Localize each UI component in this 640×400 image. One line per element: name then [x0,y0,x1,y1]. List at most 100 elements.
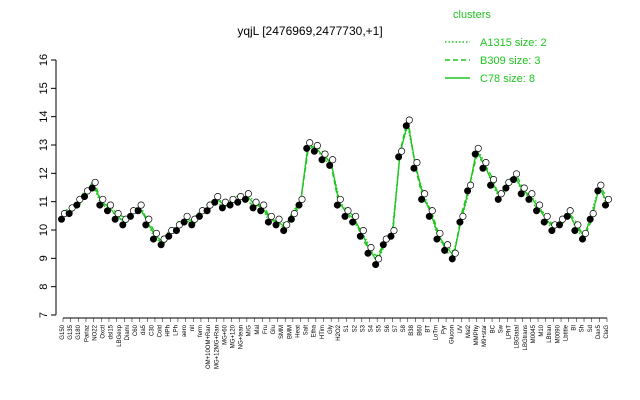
x-tick-label: B60 [417,324,423,335]
data-point [467,181,475,189]
data-point [114,210,122,218]
data-point [540,218,548,226]
legend-title: clusters [453,9,491,21]
data-point [390,227,398,235]
x-tick-label: LPhT [507,325,513,340]
data-point [581,229,590,237]
data-point [106,201,115,209]
data-point [359,227,367,235]
data-point [73,201,81,209]
data-point [497,190,505,198]
y-tick-label: 11 [38,196,50,207]
x-tick-label: G150 [60,324,66,339]
data-point [533,207,541,215]
x-tick-label: M0045 [531,324,537,343]
x-tick-label: M10 [539,324,545,336]
data-point [152,229,160,237]
data-point [543,212,551,220]
data-point [119,221,127,229]
x-tick-label: da5 [141,324,147,335]
data-point [218,204,226,212]
x-tick-label: Fru [263,325,269,334]
data-point [425,212,433,220]
data-point [441,246,449,254]
data-point [344,207,352,215]
data-point [142,221,150,229]
data-point [306,139,314,147]
x-tick-label: dsl15 [109,324,115,339]
x-tick-label: Heat [295,325,301,338]
data-point [234,198,242,206]
data-point [517,190,525,198]
data-point [287,215,295,223]
x-tick-label: S7 [393,324,399,332]
data-point [471,150,479,158]
data-point [379,241,387,249]
data-point [195,212,203,220]
series-line-dashed [62,117,608,258]
data-point [137,201,145,209]
data-point [252,198,260,206]
data-point [367,244,375,252]
legend: clusters A1315 size: 2 B309 size: 3 C78 si… [445,9,547,85]
x-tick-label: LBtran [547,325,553,343]
x-tick-label: NG+tean [239,325,245,349]
x-tick-label: LBGtatal [515,325,521,348]
data-point [566,207,574,215]
data-point [283,221,291,229]
data-point [333,201,341,209]
data-point [513,170,521,178]
x-tick-label: LBGtrans [523,325,529,350]
x-tick-label: NO22 [92,324,98,340]
x-tick-label: LPh [174,325,180,336]
x-tick-label: Glucon [450,325,456,344]
legend-label: B309 size: 3 [480,55,541,67]
x-tick-label: BI [572,325,578,331]
data-point [249,204,257,212]
data-point [418,195,426,203]
data-point [433,235,441,243]
y-tick-label: 12 [38,167,50,179]
x-tick-label: M/G [247,325,253,337]
y-tick-label: 13 [38,139,50,151]
x-tick-label: HPh [166,325,172,337]
data-point [444,241,452,249]
legend-label: C78 size: 8 [480,73,535,85]
data-point [149,235,157,243]
x-tick-label: B38 [409,324,415,335]
series-line-solid [62,122,608,263]
data-point [398,147,406,155]
data-point [214,193,222,201]
data-point [594,187,602,195]
data-point [180,218,188,226]
data-point [57,215,65,223]
x-tick-label: OM+10OM+Ran [206,325,212,369]
x-axis: G150 G135 G180 Pariaz NO22 Oxctl dsl15 LBGexp Di… [60,317,610,369]
data-point [111,215,119,223]
data-point [188,221,196,229]
x-tick-label: C60 [133,324,139,336]
y-axis: 7 8 9 10 11 12 13 14 15 16 [38,54,57,318]
data-point [272,221,280,229]
x-tick-label: S8 [401,324,407,332]
x-tick-label: Etha [312,324,318,337]
data-point [421,190,429,198]
data-point [520,184,528,192]
x-tick-label: Salt [304,325,310,336]
data-point [145,215,153,223]
data-point [364,249,372,257]
data-point [126,212,134,220]
data-point [260,201,268,209]
data-point [451,249,459,257]
data-point [402,122,410,130]
x-tick-label: Glu [271,325,277,334]
data-point [413,159,421,167]
data-point [502,184,510,192]
y-tick-label: 15 [38,82,50,94]
y-tick-label: 10 [38,224,50,236]
x-tick-label: Cold [157,325,163,337]
x-tick-label: S1 [344,324,350,332]
data-point [571,227,579,235]
y-tick-label: 7 [38,312,50,318]
